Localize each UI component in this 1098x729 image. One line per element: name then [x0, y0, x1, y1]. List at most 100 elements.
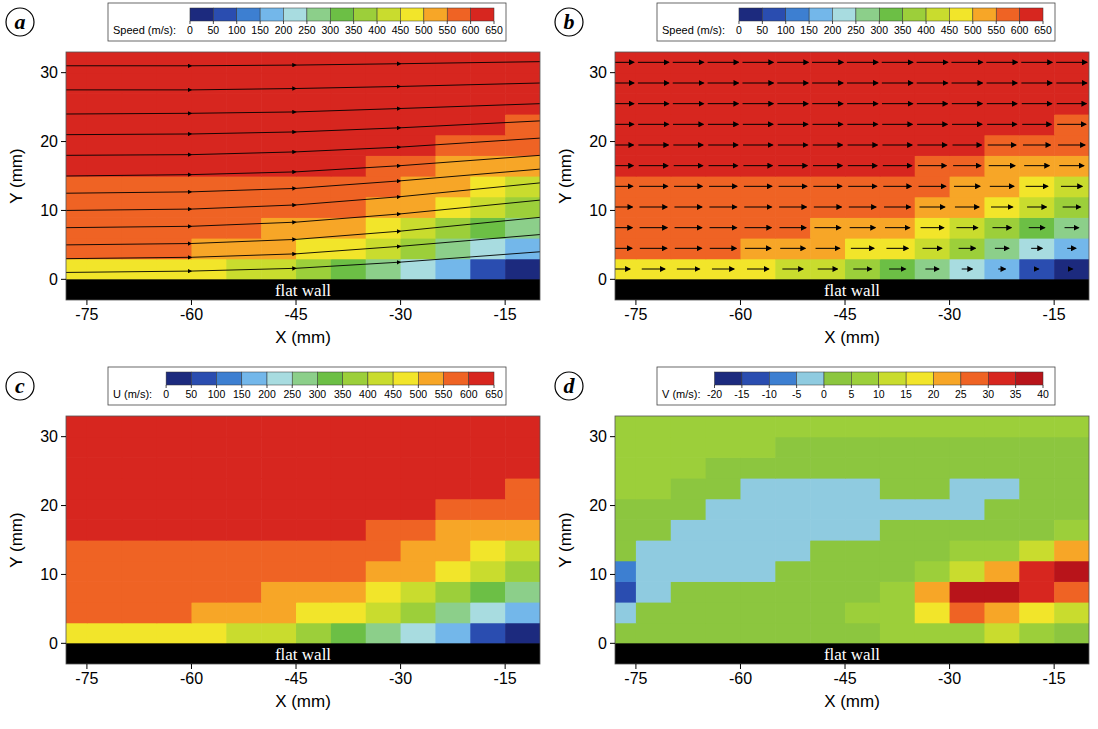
velocity-vector	[813, 145, 843, 146]
velocity-vector	[847, 103, 878, 104]
heat-cell	[1054, 259, 1089, 280]
y-tick-label: 30	[40, 428, 58, 445]
heat-cell	[706, 135, 741, 156]
heat-cell	[810, 259, 845, 280]
heat-cell	[845, 457, 880, 478]
velocity-vector	[995, 248, 1009, 249]
heat-cell	[671, 499, 706, 520]
colorbar-box	[657, 3, 1055, 41]
heat-cell	[87, 176, 122, 197]
x-tick	[191, 664, 192, 669]
x-tick-label: -15	[1043, 306, 1066, 323]
heat-cell	[915, 238, 950, 259]
heat-cell	[157, 259, 192, 280]
heat-cell	[505, 623, 540, 644]
heat-cell	[915, 217, 950, 238]
heat-cell	[366, 499, 401, 520]
wall	[66, 643, 540, 664]
heat-cell	[122, 217, 157, 238]
heat-cell	[671, 457, 706, 478]
heat-cell	[366, 581, 401, 602]
heat-cell	[984, 499, 1019, 520]
heat-cell	[880, 499, 915, 520]
heat-cell	[636, 519, 671, 540]
heat-cell	[880, 457, 915, 478]
velocity-vector	[1029, 227, 1045, 228]
heat-cell	[66, 519, 88, 540]
heat-cell	[984, 217, 1019, 238]
colorbar-tick-label: 500	[415, 24, 433, 36]
heat-cell	[66, 52, 88, 73]
heat-cell	[706, 499, 741, 520]
heat-cell	[880, 540, 915, 561]
heat-cell	[191, 73, 226, 94]
colorbar-swatch	[973, 8, 996, 21]
velocity-vector	[1031, 248, 1042, 249]
heat-cell	[775, 197, 810, 218]
x-tick	[740, 664, 741, 669]
heat-cell	[261, 238, 296, 259]
heat-cell	[66, 176, 88, 197]
x-tick	[845, 664, 846, 669]
heat-cell	[157, 478, 192, 499]
velocity-vector	[673, 103, 704, 104]
heat-cell	[505, 602, 540, 623]
velocity-vector	[986, 62, 1017, 63]
heat-cell	[470, 217, 505, 238]
heat-cell	[1019, 52, 1054, 73]
panel-letter-badge	[555, 372, 583, 400]
heat-cell	[366, 93, 401, 114]
heat-cell	[157, 499, 192, 520]
heat-cell	[671, 73, 706, 94]
heat-cell	[122, 73, 157, 94]
velocity-vector	[951, 62, 982, 63]
heat-cell	[740, 176, 775, 197]
heat-cell	[226, 217, 261, 238]
heat-cell	[157, 217, 192, 238]
y-tick-label: 20	[589, 133, 607, 150]
heat-cell	[157, 581, 192, 602]
heat-cell	[845, 416, 880, 437]
heat-cell	[366, 540, 401, 561]
heat-cell	[671, 135, 706, 156]
heat-cell	[984, 238, 1019, 259]
colorbar-swatch	[739, 8, 762, 21]
heat-cell	[470, 602, 505, 623]
heat-cell	[191, 437, 226, 458]
heat-cell	[740, 135, 775, 156]
panel: flat wall-75-60-45-30-150102030X (mm)Y (…	[6, 367, 541, 711]
panel-letter-badge	[6, 8, 34, 36]
heat-cell	[1054, 581, 1089, 602]
colorbar-label: V (m/s):	[662, 388, 701, 400]
heat-cell	[671, 176, 706, 197]
heat-cell	[87, 217, 122, 238]
y-tick	[610, 141, 615, 142]
heat-cell	[671, 561, 706, 582]
heat-cell	[880, 135, 915, 156]
heat-cell	[122, 114, 157, 135]
heat-cell	[740, 155, 775, 176]
colorbar-tick-label: 600	[1011, 24, 1029, 36]
velocity-vector	[745, 248, 771, 249]
velocity-vector	[889, 269, 905, 270]
heat-cell	[880, 155, 915, 176]
heat-cell	[880, 238, 915, 259]
heat-cell	[915, 623, 950, 644]
heat-cell	[226, 478, 261, 499]
y-tick	[61, 279, 66, 280]
heat-cell	[157, 52, 192, 73]
colorbar-label: Speed (m/s):	[662, 24, 725, 36]
heat-cell	[915, 176, 950, 197]
velocity-vector	[615, 207, 632, 208]
velocity-vector	[812, 103, 843, 104]
velocity-vector	[673, 145, 703, 146]
velocity-vector	[712, 269, 734, 270]
heat-cell	[122, 155, 157, 176]
heat-cell	[505, 259, 540, 280]
velocity-vector	[847, 62, 878, 63]
velocity-vector	[640, 227, 668, 228]
velocity-vector	[848, 186, 876, 187]
heat-cell	[1054, 457, 1089, 478]
x-tick-label: -45	[284, 306, 307, 323]
heat-cell	[87, 52, 122, 73]
